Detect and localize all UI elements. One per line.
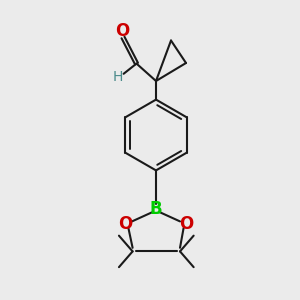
Text: B: B (150, 200, 162, 217)
Text: O: O (179, 215, 194, 233)
Text: H: H (112, 70, 123, 84)
Text: O: O (118, 215, 133, 233)
Text: O: O (115, 22, 130, 40)
